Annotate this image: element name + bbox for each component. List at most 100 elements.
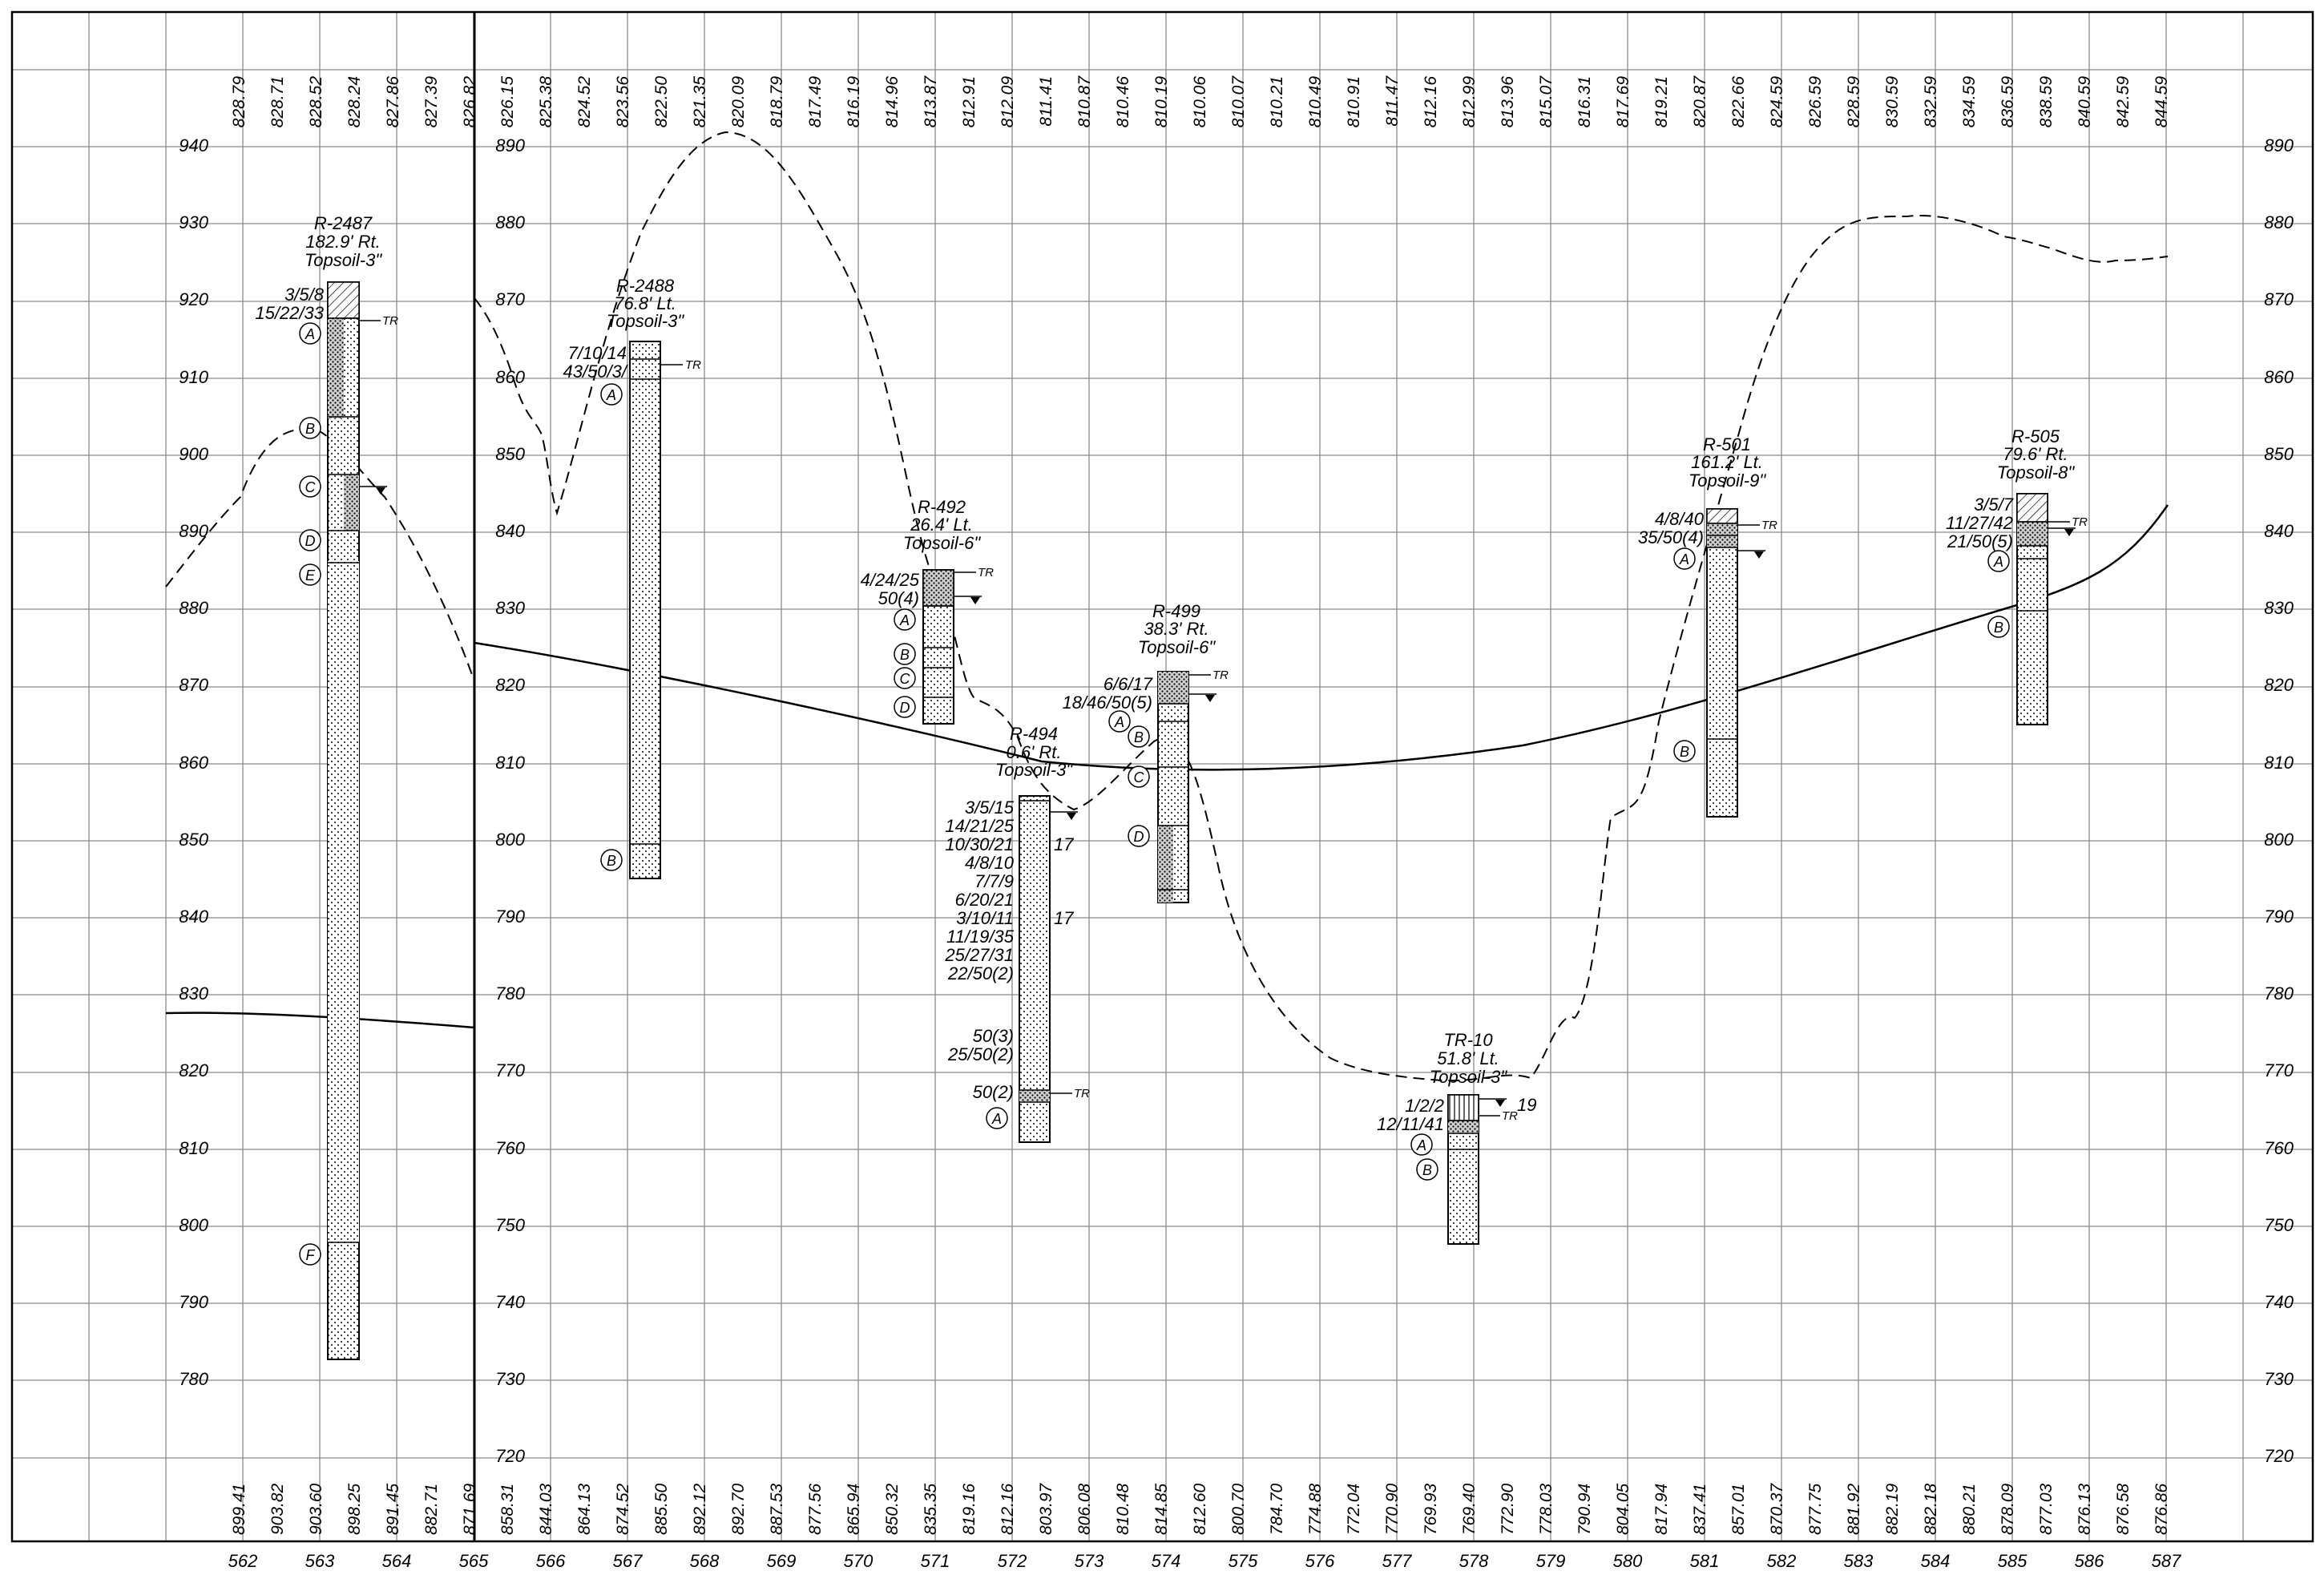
top-value: 816.19	[845, 76, 863, 128]
boring-column	[1706, 508, 1738, 818]
svg-text:B: B	[607, 853, 616, 869]
top-value: 825.38	[537, 76, 555, 128]
top-value: 815.07	[1537, 75, 1555, 128]
top-value: 810.07	[1229, 75, 1248, 128]
top-value: 828.24	[345, 76, 364, 127]
top-value: 822.50	[652, 76, 671, 128]
bottom-value: 772.04	[1345, 1484, 1363, 1535]
elevation-label: 810	[2264, 753, 2294, 773]
top-value: 812.16	[1422, 76, 1440, 128]
boring-layer-dark	[328, 561, 359, 1242]
layer-marker-a: A	[299, 322, 321, 345]
top-value: 842.59	[2114, 76, 2132, 128]
layer-marker-d: D	[1128, 825, 1150, 847]
boring-blow-count: 25/50(2)	[947, 1044, 1014, 1064]
elevation-label: 810	[179, 1138, 208, 1158]
elevation-label: 810	[495, 753, 525, 773]
boring-r-2488: TR R-2488 76.8' Lt. Topsoil-3" 7/10/14 4…	[563, 276, 701, 879]
boring-topsoil	[1447, 1094, 1479, 1121]
elevation-label: 750	[2264, 1215, 2294, 1235]
layer-marker-b: B	[1673, 740, 1696, 762]
station-label: 577	[1382, 1551, 1412, 1571]
top-value: 820.09	[729, 76, 748, 128]
boring-blow-count: 3/5/8	[284, 285, 325, 305]
elevation-label: 900	[179, 444, 208, 464]
boring-layer-dark	[1448, 1121, 1479, 1133]
boring-blow-count: 18/46/50(5)	[1062, 693, 1152, 713]
boring-moisture-value: 17	[1054, 908, 1074, 928]
bottom-value: 806.08	[1075, 1483, 1094, 1535]
boring-r-499: TR R-499 38.3' Rt. Topsoil-6" 6/6/17 18/…	[1062, 601, 1229, 903]
svg-text:A: A	[305, 326, 315, 342]
top-value: 817.69	[1614, 76, 1632, 128]
boring-topsoil-label: Topsoil-3"	[1430, 1067, 1507, 1087]
boring-offset: 51.8' Lt.	[1437, 1048, 1499, 1068]
boring-blow-count: 4/24/25	[861, 570, 920, 590]
boring-blow-count: 11/27/42	[1946, 513, 2013, 533]
station-label: 581	[1690, 1551, 1720, 1571]
top-value: 819.21	[1652, 76, 1671, 127]
layer-marker-b: B	[1128, 725, 1150, 748]
top-value: 828.71	[268, 76, 287, 127]
station-label: 585	[1998, 1551, 2027, 1571]
bottom-value: 885.50	[652, 1483, 671, 1535]
bottom-value: 903.82	[268, 1483, 287, 1535]
sheet-frame	[10, 10, 2314, 1543]
station-label: 586	[2075, 1551, 2104, 1571]
bottom-value: 817.94	[1652, 1484, 1671, 1535]
station-label: 571	[921, 1551, 950, 1571]
top-value: 828.59	[1845, 76, 1863, 128]
boring-title: R-2487	[314, 213, 373, 233]
elevation-label: 800	[179, 1215, 208, 1235]
boring-blow-count: 10/30/21	[945, 834, 1014, 854]
elevation-label: 780	[495, 983, 525, 1004]
top-value: 827.39	[422, 76, 441, 128]
elevation-label: 870	[495, 289, 525, 309]
boring-blow-count: 3/5/15	[965, 798, 1015, 818]
boring-title: R-499	[1152, 601, 1200, 621]
layer-marker-a: A	[1673, 547, 1696, 570]
bottom-value: 903.60	[307, 1483, 325, 1535]
bottom-value: 800.70	[1229, 1483, 1248, 1535]
station-label: 570	[844, 1551, 874, 1571]
boring-offset: 161.2' Lt.	[1691, 452, 1763, 472]
elevation-label: 820	[179, 1060, 208, 1080]
bottom-value: 790.94	[1576, 1484, 1594, 1535]
svg-text:A: A	[1114, 714, 1124, 730]
boring-topsoil-label: Topsoil-8"	[1997, 462, 2075, 483]
top-value: 810.21	[1268, 76, 1286, 127]
station-label: 578	[1459, 1551, 1489, 1571]
bottom-value: 850.32	[883, 1483, 902, 1535]
layer-marker-c: C	[1128, 765, 1150, 788]
boring-blow-count: 50(2)	[973, 1082, 1014, 1102]
elevation-label: 750	[495, 1215, 525, 1235]
top-value: 810.19	[1152, 76, 1171, 128]
boring-blow-count: 4/8/10	[965, 853, 1015, 873]
bottom-value: 871.69	[461, 1483, 479, 1535]
bottom-value: 778.03	[1537, 1483, 1555, 1535]
layer-marker-f: F	[299, 1243, 321, 1266]
elevation-label: 840	[179, 907, 208, 927]
station-labels: 562 563 564 565 566 567 568 569 570 571 572 573 574 5…	[228, 1551, 2181, 1571]
boring-blow-count: 3/10/11	[956, 908, 1014, 928]
boring-r-505: TR R-505 79.6' Rt. Topsoil-8" 3/5/7 11/2…	[1946, 426, 2088, 725]
elevation-label: 890	[2264, 135, 2294, 155]
bottom-value: 810.48	[1114, 1483, 1132, 1535]
boring-topsoil	[922, 569, 954, 607]
svg-text:B: B	[900, 647, 910, 663]
elevation-label: 840	[2264, 521, 2294, 541]
elevation-label: 770	[2264, 1060, 2294, 1080]
elevation-label: 800	[495, 830, 525, 850]
top-value: 824.59	[1768, 76, 1786, 128]
bottom-value: 835.35	[922, 1483, 940, 1535]
boring-topsoil-label: Topsoil-9"	[1689, 470, 1766, 491]
bottom-value: 882.18	[1922, 1483, 1940, 1535]
svg-text:B: B	[305, 421, 315, 437]
elevation-label: 850	[2264, 444, 2294, 464]
bottom-value: 876.13	[2076, 1483, 2094, 1535]
layer-marker-b: B	[600, 849, 623, 871]
boring-blow-count: 21/50(5)	[1947, 531, 2013, 551]
elevation-label: 850	[179, 830, 208, 850]
bottom-value: 837.41	[1691, 1484, 1709, 1535]
boring-layer-dark	[328, 318, 344, 418]
